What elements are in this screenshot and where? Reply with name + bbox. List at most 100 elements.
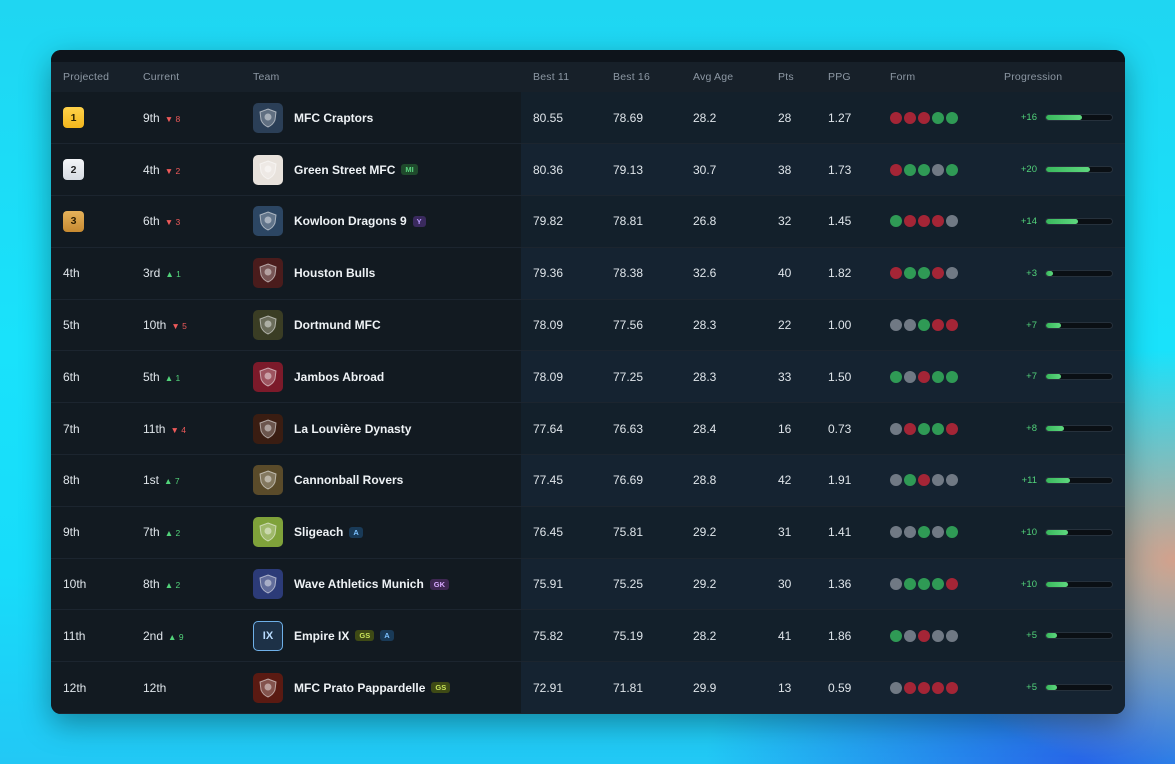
best11-value: 77.45 xyxy=(521,454,601,507)
progression-bar-fill xyxy=(1046,685,1058,691)
form-loss-dot xyxy=(946,319,958,332)
team-name[interactable]: Cannonball Rovers xyxy=(294,473,404,488)
team-name[interactable]: MFC Prato Pappardelle xyxy=(294,680,426,695)
projected-cell: 5th xyxy=(51,299,131,352)
form-win-dot xyxy=(946,370,958,383)
progression-bar-fill xyxy=(1046,374,1062,380)
table-row[interactable]: 1 9th ▼ 8 MFC Craptors 80.55 78.69 28.2 28 1.27 +… xyxy=(51,92,1125,145)
rank-delta-value: 3 xyxy=(175,217,181,228)
points-value: 16 xyxy=(766,402,816,456)
progression-indicator: +10 xyxy=(1004,527,1125,538)
table-row[interactable]: 9th 7th ▲ 2 Sligeach A 76.45 75.81 29.2 31 1.41 +1… xyxy=(51,506,1125,559)
team-cell: IX Empire IX GS A xyxy=(241,609,521,663)
col-header-team[interactable]: Team xyxy=(241,62,521,92)
form-loss-dot xyxy=(904,111,916,124)
current-rank: 12th xyxy=(143,680,167,695)
form-win-dot xyxy=(904,474,916,487)
progression-cell: +20 xyxy=(992,143,1125,197)
form-draw-dot xyxy=(890,526,902,539)
team-cell: Jambos Abroad xyxy=(241,350,521,404)
team-name[interactable]: Dortmund MFC xyxy=(294,318,381,333)
team-name[interactable]: Wave Athletics Munich xyxy=(294,577,424,592)
arrow-up-icon: ▲ xyxy=(164,372,174,383)
table-row[interactable]: 4th 3rd ▲ 1 Houston Bulls 79.36 78.38 32.6 40 1.… xyxy=(51,247,1125,300)
shield-logo-icon xyxy=(253,310,283,341)
progression-indicator: +5 xyxy=(1004,630,1125,641)
form-win-dot xyxy=(918,163,930,176)
standings-table: Projected Current Team Best 11 Best 16 A… xyxy=(51,62,1125,714)
team-name[interactable]: Kowloon Dragons 9 xyxy=(294,214,407,229)
table-row[interactable]: 2 4th ▼ 2 Green Street MFC MI 80.36 79.13 30.7 3… xyxy=(51,143,1125,197)
form-cell xyxy=(878,661,992,714)
current-cell: 3rd ▲ 1 xyxy=(131,247,241,300)
progression-cell: +10 xyxy=(992,558,1125,611)
rank-down-delta: ▼ 3 xyxy=(165,217,181,227)
projected-rank: 6th xyxy=(63,369,80,384)
arrow-down-icon: ▼ xyxy=(164,165,174,176)
ppg-value: 1.36 xyxy=(816,558,878,611)
rank-delta-value: 2 xyxy=(175,528,181,539)
position-tag: MI xyxy=(401,164,418,176)
team-name[interactable]: Houston Bulls xyxy=(294,266,376,281)
col-header-ppg[interactable]: PPG xyxy=(816,62,878,92)
team-name[interactable]: Jambos Abroad xyxy=(294,369,385,384)
best16-value: 78.81 xyxy=(601,195,681,248)
progression-bar-fill xyxy=(1046,167,1091,173)
team-name[interactable]: La Louvière Dynasty xyxy=(294,421,412,436)
current-cell: 8th ▲ 2 xyxy=(131,558,241,611)
col-header-best11[interactable]: Best 11 xyxy=(521,62,601,92)
team-name[interactable]: MFC Craptors xyxy=(294,110,374,125)
team-name[interactable]: Sligeach xyxy=(294,525,344,540)
team-cell: Cannonball Rovers xyxy=(241,454,521,507)
position-tag: Y xyxy=(412,215,426,227)
col-header-best16[interactable]: Best 16 xyxy=(601,62,681,92)
table-row[interactable]: 6th 5th ▲ 1 Jambos Abroad 78.09 77.25 28.3 33 1.… xyxy=(51,350,1125,404)
col-header-avg-age[interactable]: Avg Age xyxy=(681,62,766,92)
col-header-projected[interactable]: Projected xyxy=(51,62,131,92)
avg-age-value: 28.3 xyxy=(681,299,766,352)
team-info: Green Street MFC MI xyxy=(253,154,521,185)
table-row[interactable]: 12th 12th MFC Prato Pappardelle GS 72.91 71.8… xyxy=(51,661,1125,714)
form-loss-dot xyxy=(890,267,902,280)
table-row[interactable]: 7th 11th ▼ 4 La Louvière Dynasty 77.64 76.63 2… xyxy=(51,402,1125,456)
rank-up-delta: ▲ 1 xyxy=(165,373,181,383)
team-name[interactable]: Empire IX xyxy=(294,628,350,643)
form-loss-dot xyxy=(932,215,944,228)
best16-value: 77.25 xyxy=(601,350,681,404)
rank-delta-value: 4 xyxy=(181,424,186,435)
col-header-form[interactable]: Form xyxy=(878,62,992,92)
col-header-progression[interactable]: Progression xyxy=(992,62,1125,92)
progression-bar xyxy=(1045,373,1113,381)
form-cell xyxy=(878,143,992,197)
points-value: 13 xyxy=(766,661,816,714)
form-loss-dot xyxy=(904,681,916,694)
table-row[interactable]: 5th 10th ▼ 5 Dortmund MFC 78.09 77.56 28.3 22 1.… xyxy=(51,299,1125,352)
form-loss-dot xyxy=(890,163,902,176)
progression-indicator: +20 xyxy=(1004,164,1125,175)
arrow-down-icon: ▼ xyxy=(171,321,180,332)
form-draw-dot xyxy=(890,319,902,332)
form-loss-dot xyxy=(932,681,944,694)
table-row[interactable]: 11th 2nd ▲ 9 IX Empire IX GS A 75.82 75.19 28.2 41… xyxy=(51,609,1125,663)
progression-bar-fill xyxy=(1046,426,1064,432)
ppg-value: 1.50 xyxy=(816,350,878,404)
table-row[interactable]: 8th 1st ▲ 7 Cannonball Rovers 77.45 76.69 28.8… xyxy=(51,454,1125,507)
col-header-current[interactable]: Current xyxy=(131,62,241,92)
cannonball-logo-icon xyxy=(253,465,283,496)
col-header-pts[interactable]: Pts xyxy=(766,62,816,92)
avg-age-value: 29.9 xyxy=(681,661,766,714)
current-cell: 5th ▲ 1 xyxy=(131,350,241,404)
ppg-value: 1.27 xyxy=(816,92,878,145)
form-dots xyxy=(890,526,992,539)
best11-value: 78.09 xyxy=(521,350,601,404)
table-row[interactable]: 3 6th ▼ 3 Kowloon Dragons 9 Y 79.82 78.81 26.8 3… xyxy=(51,195,1125,248)
team-name[interactable]: Green Street MFC xyxy=(294,162,396,177)
form-loss-dot xyxy=(918,629,930,642)
rank-delta-value: 8 xyxy=(175,113,181,124)
best11-value: 79.82 xyxy=(521,195,601,248)
progression-bar-fill xyxy=(1046,477,1071,483)
progression-value: +7 xyxy=(1026,319,1037,331)
table-row[interactable]: 10th 8th ▲ 2 Wave Athletics Munich GK 75.91 75… xyxy=(51,558,1125,611)
current-rank: 10th xyxy=(143,318,167,333)
rank-up-delta: ▲ 7 xyxy=(164,476,180,486)
